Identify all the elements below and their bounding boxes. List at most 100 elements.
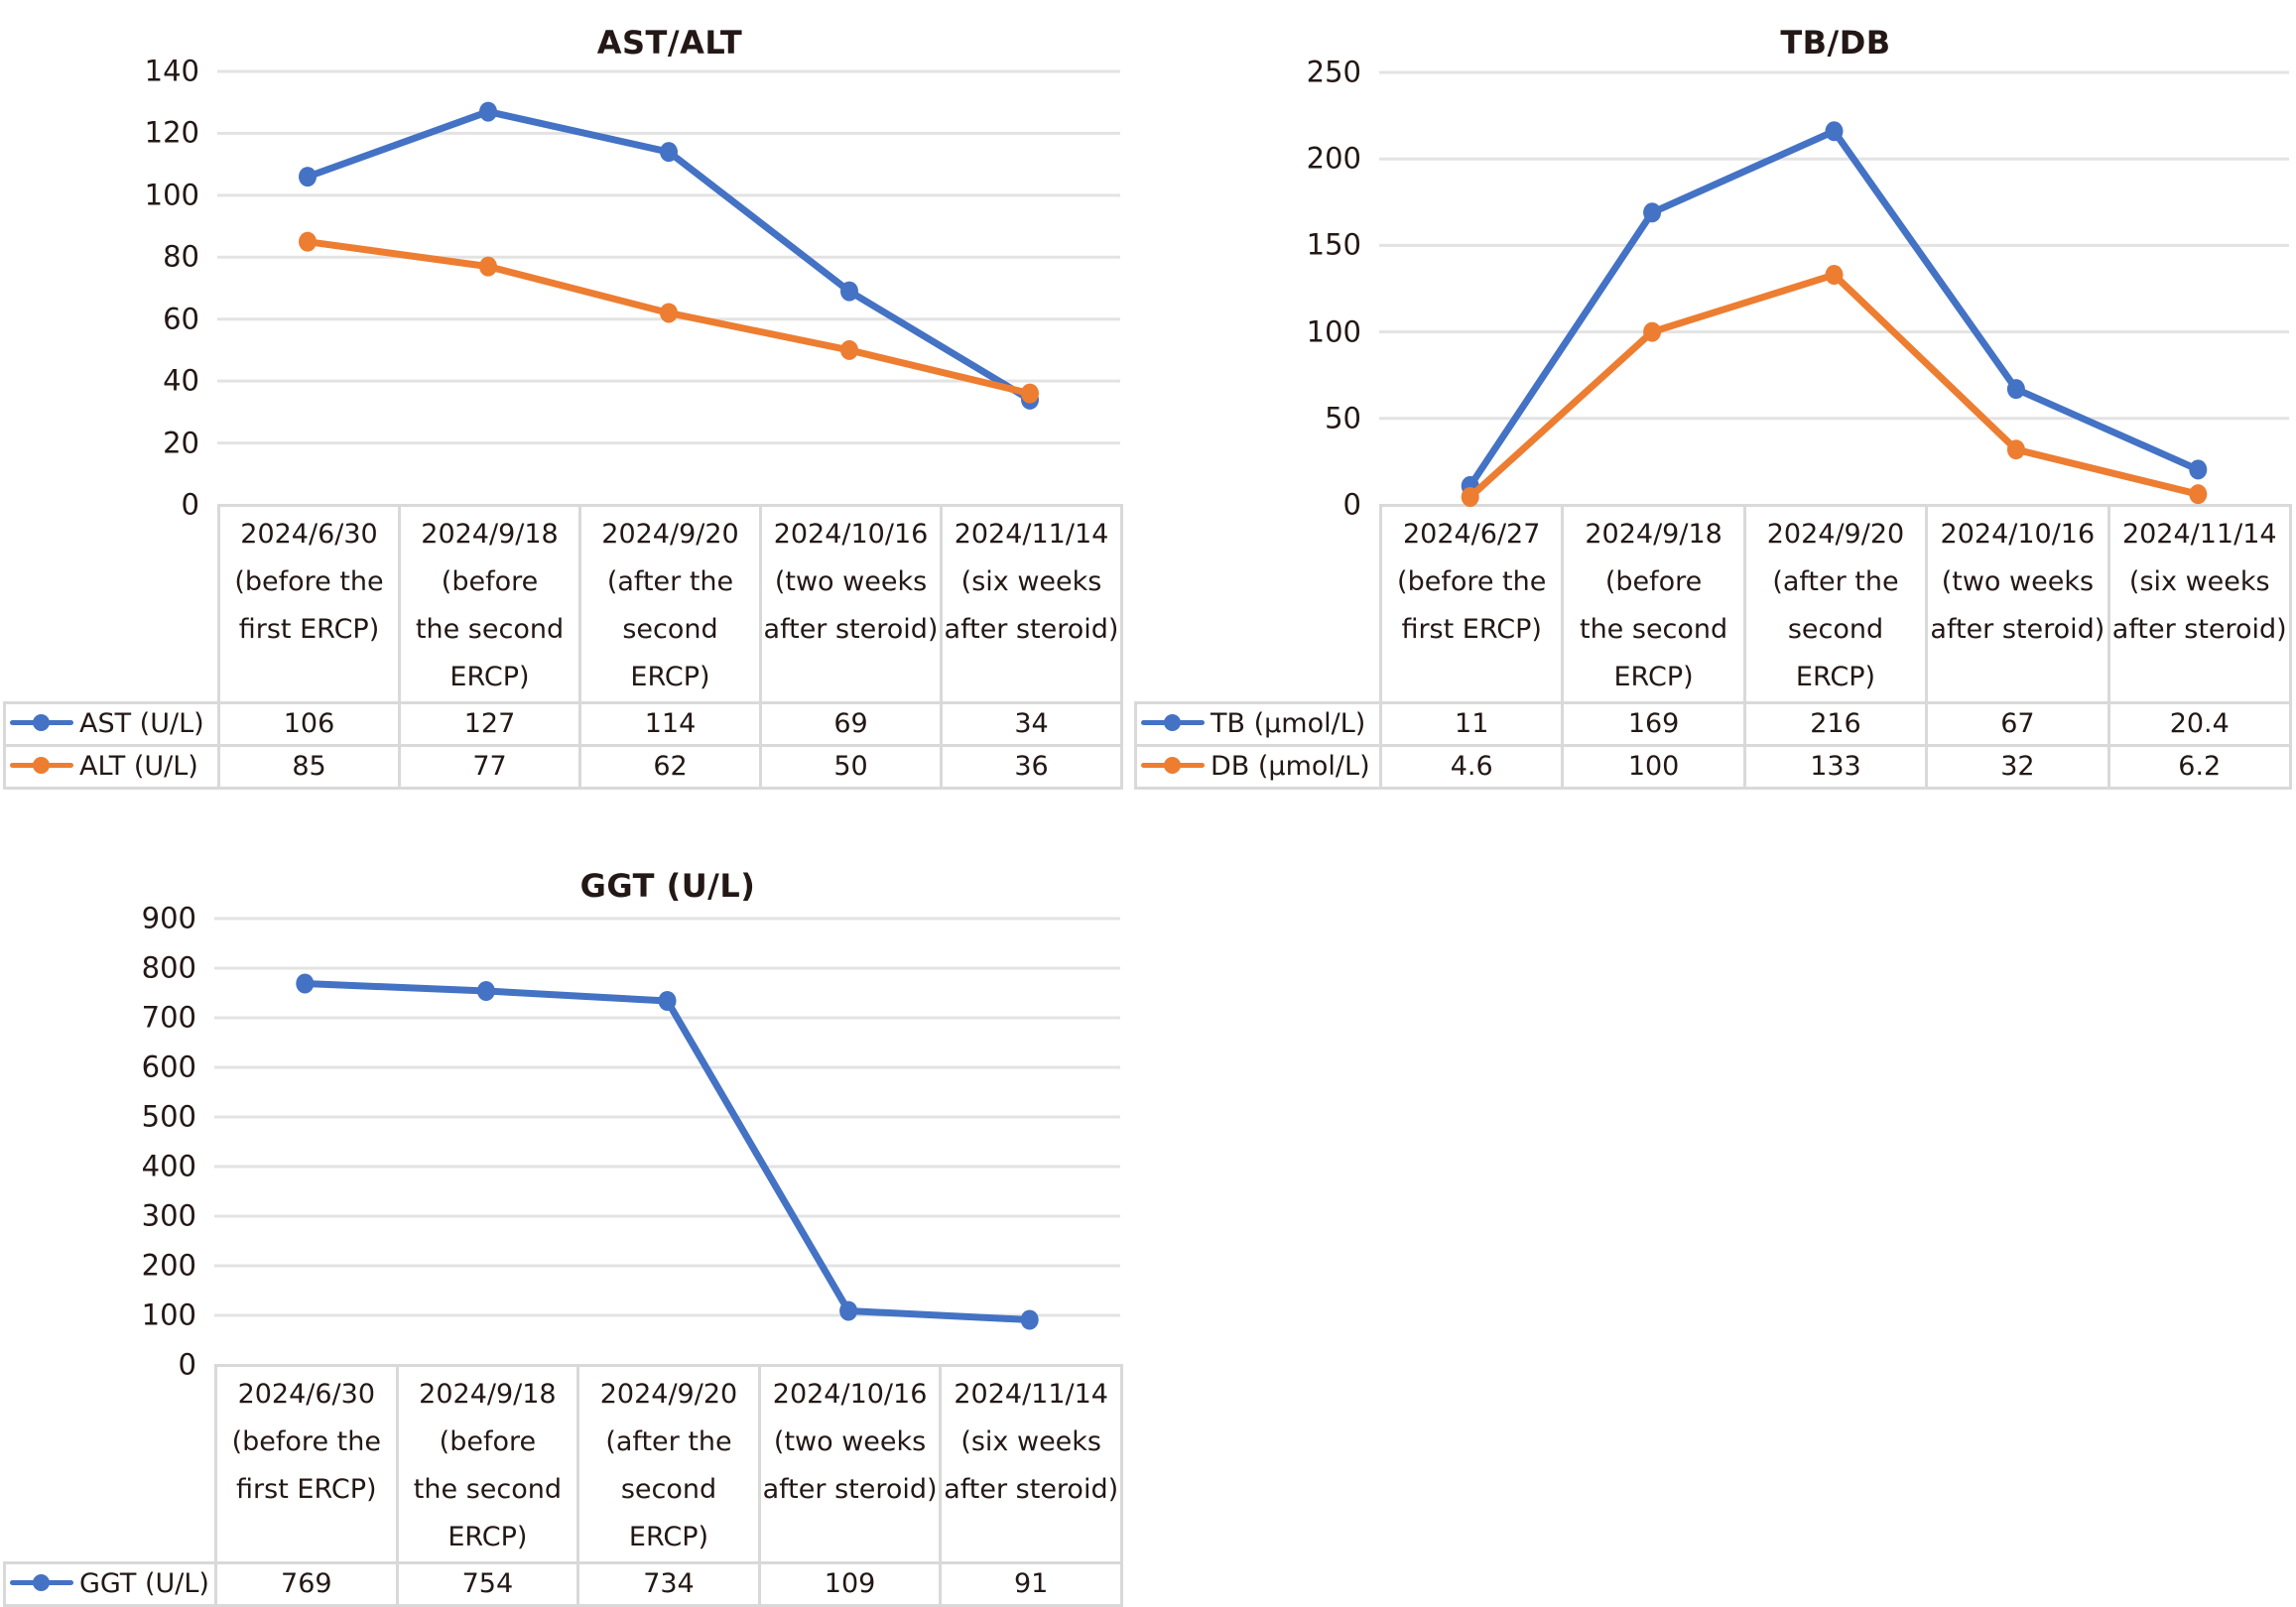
- category-line: (before the: [231, 1426, 381, 1457]
- data-point: [1643, 202, 1662, 223]
- x-category-label: 2024/6/27 (before the first ERCP): [1378, 504, 1565, 704]
- x-category-label: 2024/10/16 (two weeks after steroid): [759, 504, 943, 704]
- data-point: [479, 256, 497, 277]
- data-value-cell: 34: [940, 701, 1123, 747]
- data-value-cell: 106: [217, 701, 401, 747]
- ast-alt-chart: AST/ALT 0 20 40 60 80 100 120 140 2024/6/30 (befo…: [0, 0, 1131, 790]
- y-tick-label: 250: [1306, 55, 1361, 89]
- series-line: [301, 980, 1034, 1323]
- data-value-cell: 67: [1925, 701, 2110, 747]
- category-line: (before: [439, 1426, 537, 1457]
- category-line: first ERCP): [1401, 614, 1542, 645]
- legend-label: AST (U/L): [79, 708, 204, 739]
- y-tick-label: 140: [144, 54, 199, 88]
- y-tick-label: 50: [1325, 401, 1361, 435]
- x-category-label: 2024/11/14 (six weeks after steroid): [2106, 504, 2292, 704]
- category-line: the second: [1579, 614, 1728, 645]
- category-line: 2024/11/14: [2121, 519, 2277, 550]
- category-line: 2024/10/16: [772, 1379, 928, 1410]
- category-line: (before: [1604, 566, 1703, 597]
- data-value-cell: 114: [578, 701, 762, 747]
- data-value-cell: 69: [759, 701, 943, 747]
- y-tick-label: 200: [141, 1248, 196, 1283]
- data-point: [839, 1300, 858, 1321]
- legend-label: TB (μmol/L): [1211, 708, 1366, 739]
- legend-entry: TB (μmol/L): [1134, 701, 1382, 747]
- y-tick-label: 800: [141, 950, 196, 985]
- legend-line-marker-icon: [10, 712, 73, 732]
- y-tick-label: 200: [1306, 141, 1361, 176]
- data-value-cell: 32: [1925, 744, 2110, 790]
- y-tick-label: 120: [144, 115, 199, 150]
- data-point: [1643, 321, 1662, 342]
- data-point: [1461, 486, 1479, 507]
- data-value-cell: 4.6: [1378, 744, 1565, 790]
- category-line: first ERCP): [238, 614, 380, 645]
- x-category-label: 2024/10/16 (two weeks after steroid): [757, 1364, 943, 1564]
- table-corner: [4, 505, 220, 704]
- category-line: (after the: [605, 1426, 732, 1457]
- data-point: [299, 231, 317, 252]
- category-line: ERCP): [1613, 662, 1694, 692]
- category-line: 2024/11/14: [954, 519, 1109, 550]
- table-corner: [1135, 505, 1382, 704]
- category-line: after steroid): [2111, 614, 2287, 645]
- x-category-label: 2024/9/20 (after the second ERCP): [576, 1364, 761, 1564]
- legend-entry: AST (U/L): [3, 701, 220, 747]
- data-point: [476, 981, 495, 1001]
- y-tick-label: 60: [163, 302, 199, 336]
- plot-area: [217, 69, 1120, 445]
- category-line: (six weeks: [960, 1426, 1101, 1457]
- legend-label: DB (μmol/L): [1211, 751, 1370, 782]
- series-line: [1467, 271, 2202, 501]
- x-category-label: 2024/11/14 (six weeks after steroid): [939, 1364, 1123, 1564]
- category-line: (after the: [606, 566, 734, 597]
- data-value-cell: 85: [217, 744, 401, 790]
- data-value-cell: 133: [1742, 744, 1929, 790]
- category-line: (before: [441, 566, 539, 597]
- y-tick-label: 20: [163, 426, 199, 460]
- category-line: 2024/6/27: [1402, 519, 1541, 550]
- legend-entry: ALT (U/L): [3, 744, 220, 790]
- category-line: (two weeks: [774, 566, 928, 597]
- data-value-cell: 11: [1378, 701, 1565, 747]
- category-line: 2024/9/18: [421, 519, 559, 550]
- category-line: ERCP): [630, 662, 710, 692]
- category-line: 2024/10/16: [773, 519, 929, 550]
- chart-title: TB/DB: [1780, 24, 1891, 62]
- data-value-cell: 127: [398, 701, 581, 747]
- legend-line-marker-icon: [1141, 755, 1205, 775]
- data-point: [840, 339, 858, 360]
- x-category-label: 2024/9/20 (after the second ERCP): [1742, 504, 1929, 704]
- category-line: (before the: [1397, 566, 1547, 597]
- legend-line-marker-icon: [1141, 712, 1205, 732]
- y-tick-label: 900: [141, 901, 196, 935]
- legend-label: ALT (U/L): [79, 751, 198, 782]
- y-tick-label: 40: [163, 363, 199, 398]
- data-value-cell: 100: [1561, 744, 1746, 790]
- category-line: 2024/10/16: [1940, 519, 2096, 550]
- data-value-cell: 62: [578, 744, 762, 790]
- data-value-cell: 77: [398, 744, 581, 790]
- category-line: (before the: [234, 566, 384, 597]
- y-tick-label: 150: [1306, 227, 1361, 262]
- category-line: (after the: [1772, 566, 1899, 597]
- table-corner: [4, 1365, 217, 1564]
- category-line: after steroid): [944, 1474, 1119, 1505]
- data-point: [2189, 459, 2208, 480]
- series-row: TB (μmol/L) 11 169 216 67 20.4: [1134, 701, 2292, 747]
- category-line: (two weeks: [773, 1426, 927, 1457]
- x-category-label: 2024/6/30 (before the first ERCP): [214, 1364, 399, 1564]
- data-value-cell: 169: [1561, 701, 1746, 747]
- legend-entry: DB (μmol/L): [1134, 744, 1382, 790]
- y-tick-label: 700: [141, 1000, 196, 1035]
- x-category-label: 2024/9/18 (before the second ERCP): [398, 504, 581, 704]
- plot-area: [214, 917, 1120, 1330]
- category-line: after steroid): [762, 1474, 938, 1505]
- series-line: [1467, 127, 2202, 490]
- category-line: ERCP): [449, 662, 530, 692]
- data-value-cell: 20.4: [2106, 701, 2292, 747]
- data-point: [1825, 121, 1844, 142]
- data-point: [296, 973, 315, 994]
- x-category-label: 2024/11/14 (six weeks after steroid): [940, 504, 1123, 704]
